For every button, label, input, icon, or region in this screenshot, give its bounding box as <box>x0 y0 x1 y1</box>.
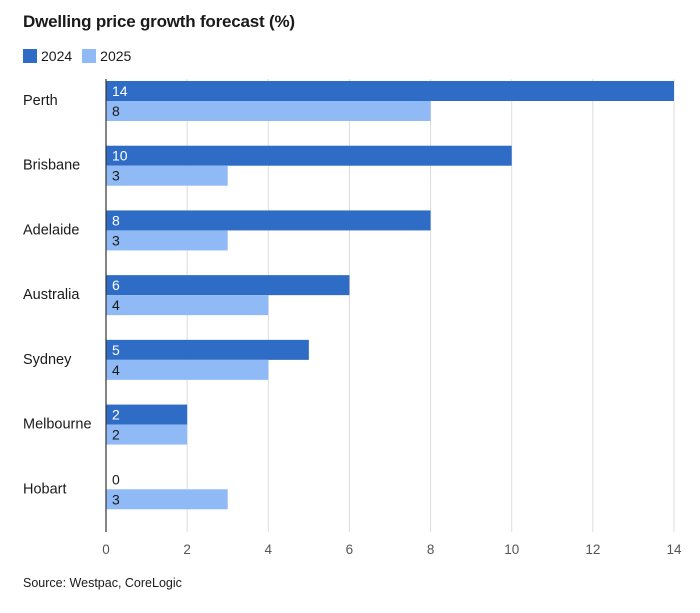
category-label-hobart: Hobart <box>23 481 67 497</box>
bar-australia-2024 <box>106 275 350 296</box>
bar-australia-2025 <box>106 295 269 316</box>
bar-brisbane-2025 <box>106 165 228 186</box>
bar-melbourne-2025 <box>106 424 188 445</box>
bar-value-label-hobart-2025: 3 <box>112 491 120 507</box>
legend-swatch-2025 <box>82 49 97 63</box>
bar-value-label-brisbane-2024: 10 <box>112 148 128 164</box>
bar-perth-2025 <box>106 101 431 121</box>
x-tick-label-6: 6 <box>346 542 354 557</box>
bar-value-label-melbourne-2024: 2 <box>112 407 120 423</box>
bar-sydney-2025 <box>106 359 269 380</box>
x-tick-label-2: 2 <box>183 542 191 557</box>
bar-melbourne-2024 <box>106 404 188 425</box>
x-tick-label-14: 14 <box>666 542 682 557</box>
bar-adelaide-2024 <box>106 210 431 231</box>
bar-value-label-australia-2025: 4 <box>112 297 120 313</box>
chart-legend: 2024 2025 <box>23 48 141 64</box>
bar-adelaide-2025 <box>106 230 228 251</box>
legend-item-2025: 2025 <box>82 48 131 64</box>
legend-swatch-2024 <box>23 49 37 63</box>
bar-value-label-perth-2025: 8 <box>112 103 120 119</box>
x-tick-label-12: 12 <box>585 542 600 557</box>
bar-value-label-adelaide-2024: 8 <box>112 212 120 228</box>
category-label-australia: Australia <box>23 287 80 303</box>
category-label-melbourne: Melbourne <box>23 417 92 433</box>
bar-value-label-perth-2024: 14 <box>112 83 128 99</box>
legend-label-2024: 2024 <box>41 48 73 64</box>
bar-value-label-australia-2024: 6 <box>112 277 120 293</box>
bar-value-label-melbourne-2025: 2 <box>112 427 120 443</box>
category-label-sydney: Sydney <box>23 352 72 368</box>
x-tick-label-10: 10 <box>504 542 519 557</box>
chart-source: Source: Westpac, CoreLogic <box>23 576 182 590</box>
x-tick-label-4: 4 <box>265 542 273 557</box>
bar-hobart-2025 <box>106 489 228 510</box>
category-label-brisbane: Brisbane <box>23 158 80 174</box>
bar-value-label-sydney-2024: 5 <box>112 342 120 358</box>
category-label-perth: Perth <box>23 93 58 109</box>
x-tick-label-8: 8 <box>427 542 435 557</box>
bar-sydney-2024 <box>106 339 309 360</box>
bar-value-label-brisbane-2025: 3 <box>112 168 120 184</box>
bar-value-label-hobart-2024: 0 <box>112 471 120 487</box>
bar-perth-2024 <box>106 81 674 101</box>
legend-label-2025: 2025 <box>100 48 132 64</box>
chart-title: Dwelling price growth forecast (%) <box>23 12 295 31</box>
category-label-adelaide: Adelaide <box>23 222 79 238</box>
legend-item-2024: 2024 <box>23 48 72 64</box>
x-tick-label-0: 0 <box>102 542 110 557</box>
bar-value-label-adelaide-2025: 3 <box>112 232 120 248</box>
bar-brisbane-2024 <box>106 145 512 166</box>
bar-value-label-sydney-2025: 4 <box>112 362 120 378</box>
